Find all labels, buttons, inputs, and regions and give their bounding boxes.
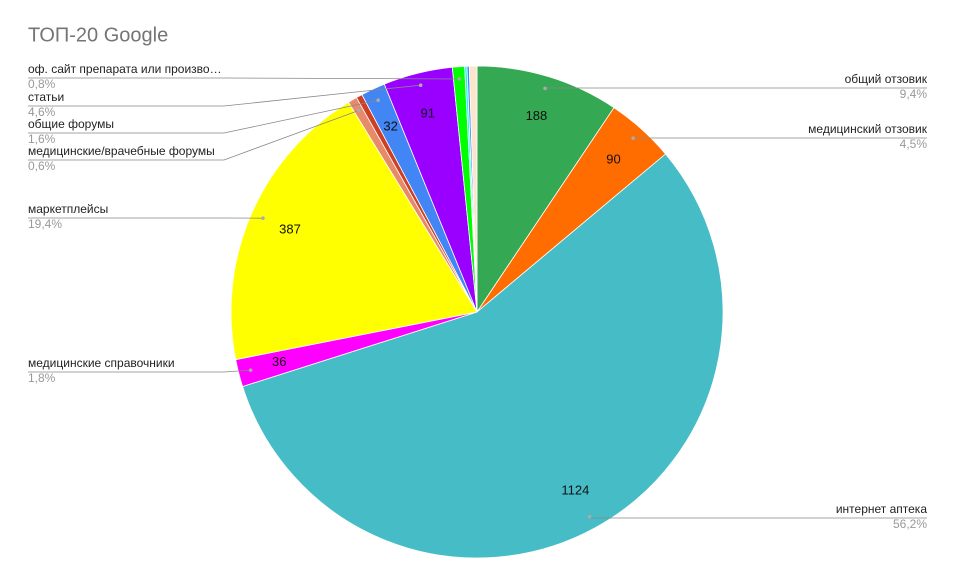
leader-line (28, 77, 460, 80)
value-label: 90 (606, 152, 620, 167)
label-name: медицинские справочники (28, 356, 175, 370)
label-name: общий отзовик (845, 72, 928, 86)
leader-line (589, 516, 927, 519)
leader-line (28, 99, 379, 134)
label-percent: 1,8% (28, 371, 56, 385)
leader-dot (248, 368, 253, 372)
value-label: 32 (383, 118, 397, 133)
label-percent: 56,2% (893, 517, 927, 531)
leader-dot (261, 216, 265, 220)
label-name: общие форумы (28, 117, 114, 131)
label-percent: 9,4% (900, 87, 928, 101)
chart-title: ТОП-20 Google (28, 24, 168, 46)
label-name: медицинский отзовик (808, 122, 928, 136)
value-label: 188 (526, 108, 548, 123)
leader-dot (543, 86, 547, 91)
pie-slice (468, 65, 478, 313)
label-name: оф. сайт препарата или произво… (28, 62, 222, 76)
label-percent: 0,6% (28, 159, 56, 173)
value-label: 387 (279, 221, 301, 236)
leader-dot (356, 108, 361, 113)
label-name: маркетплейсы (28, 202, 108, 216)
pie-slice (242, 153, 724, 559)
label-percent: 4,5% (900, 137, 928, 151)
pie-slice (230, 101, 478, 361)
label-percent: 0,8% (28, 77, 56, 91)
label-percent: 4,6% (28, 105, 56, 119)
leader-line (28, 110, 359, 161)
leader-dot (418, 83, 423, 87)
label-name: медицинские/врачебные форумы (28, 144, 215, 158)
value-label: 1124 (561, 482, 589, 497)
leader-dot (631, 136, 635, 140)
leader-dot (587, 514, 592, 519)
leader-line (28, 84, 421, 107)
pie-slice (476, 65, 615, 314)
label-percent: 19,4% (28, 217, 62, 231)
label-name: интернет аптека (836, 502, 927, 516)
value-label: 36 (272, 354, 286, 369)
leader-line (28, 369, 251, 373)
leader-dot (457, 77, 462, 81)
label-percent: 1,6% (28, 132, 56, 146)
leader-dot (376, 98, 380, 103)
label-name: статьи (28, 90, 64, 104)
value-label: 91 (421, 105, 435, 120)
